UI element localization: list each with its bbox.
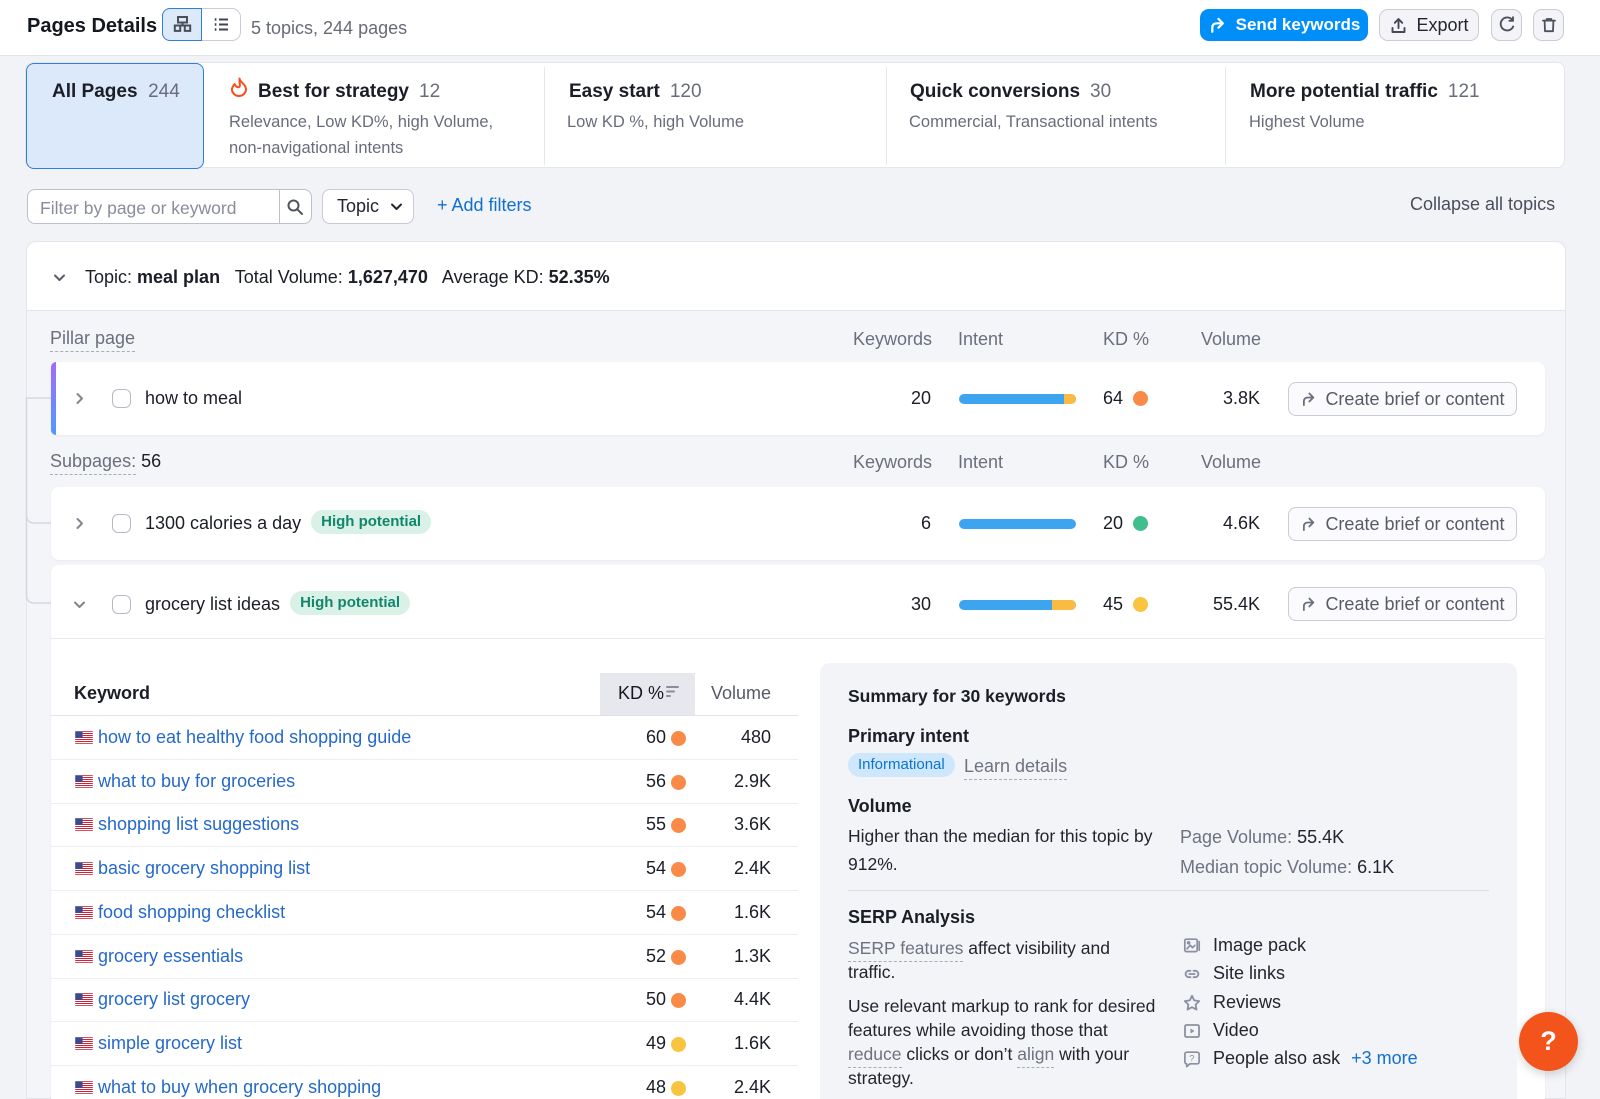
svg-text:?: ? [1189,1053,1194,1064]
